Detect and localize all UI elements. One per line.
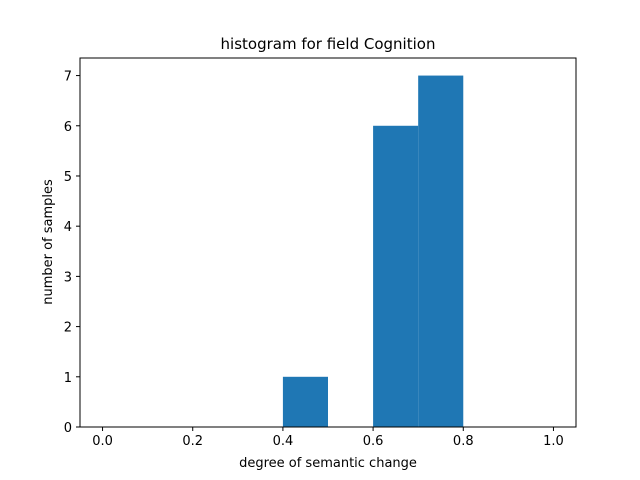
y-axis-ticks: 0 1 2 3 4 5 6 7: [64, 70, 80, 436]
y-tick-label: 6: [64, 120, 72, 135]
x-tick-label: 0.6: [363, 434, 384, 449]
y-tick-label: 0: [64, 421, 72, 436]
x-axis-label: degree of semantic change: [239, 456, 417, 471]
x-tick-label: 1.0: [543, 434, 564, 449]
bars-group: [282, 75, 464, 428]
x-tick-label: 0.2: [182, 434, 203, 449]
histogram-bar-1: [373, 125, 419, 427]
x-axis-ticks: 0.0 0.2 0.4 0.6 0.8 1.0: [92, 427, 564, 449]
plot-frame: [79, 57, 577, 428]
histogram-bar-0: [282, 376, 328, 427]
y-tick-label: 3: [64, 270, 72, 285]
y-axis-label: number of samples: [41, 179, 56, 305]
y-tick-label: 7: [64, 70, 72, 85]
y-tick-label: 2: [64, 321, 72, 336]
histogram-bar-2: [418, 75, 464, 428]
chart-title: histogram for field Cognition: [221, 35, 436, 53]
x-tick-label: 0.0: [92, 434, 113, 449]
y-tick-label: 1: [64, 371, 72, 386]
y-tick-label: 4: [64, 220, 72, 235]
x-tick-label: 0.8: [453, 434, 474, 449]
y-tick-label: 5: [64, 170, 72, 185]
x-tick-label: 0.4: [273, 434, 294, 449]
